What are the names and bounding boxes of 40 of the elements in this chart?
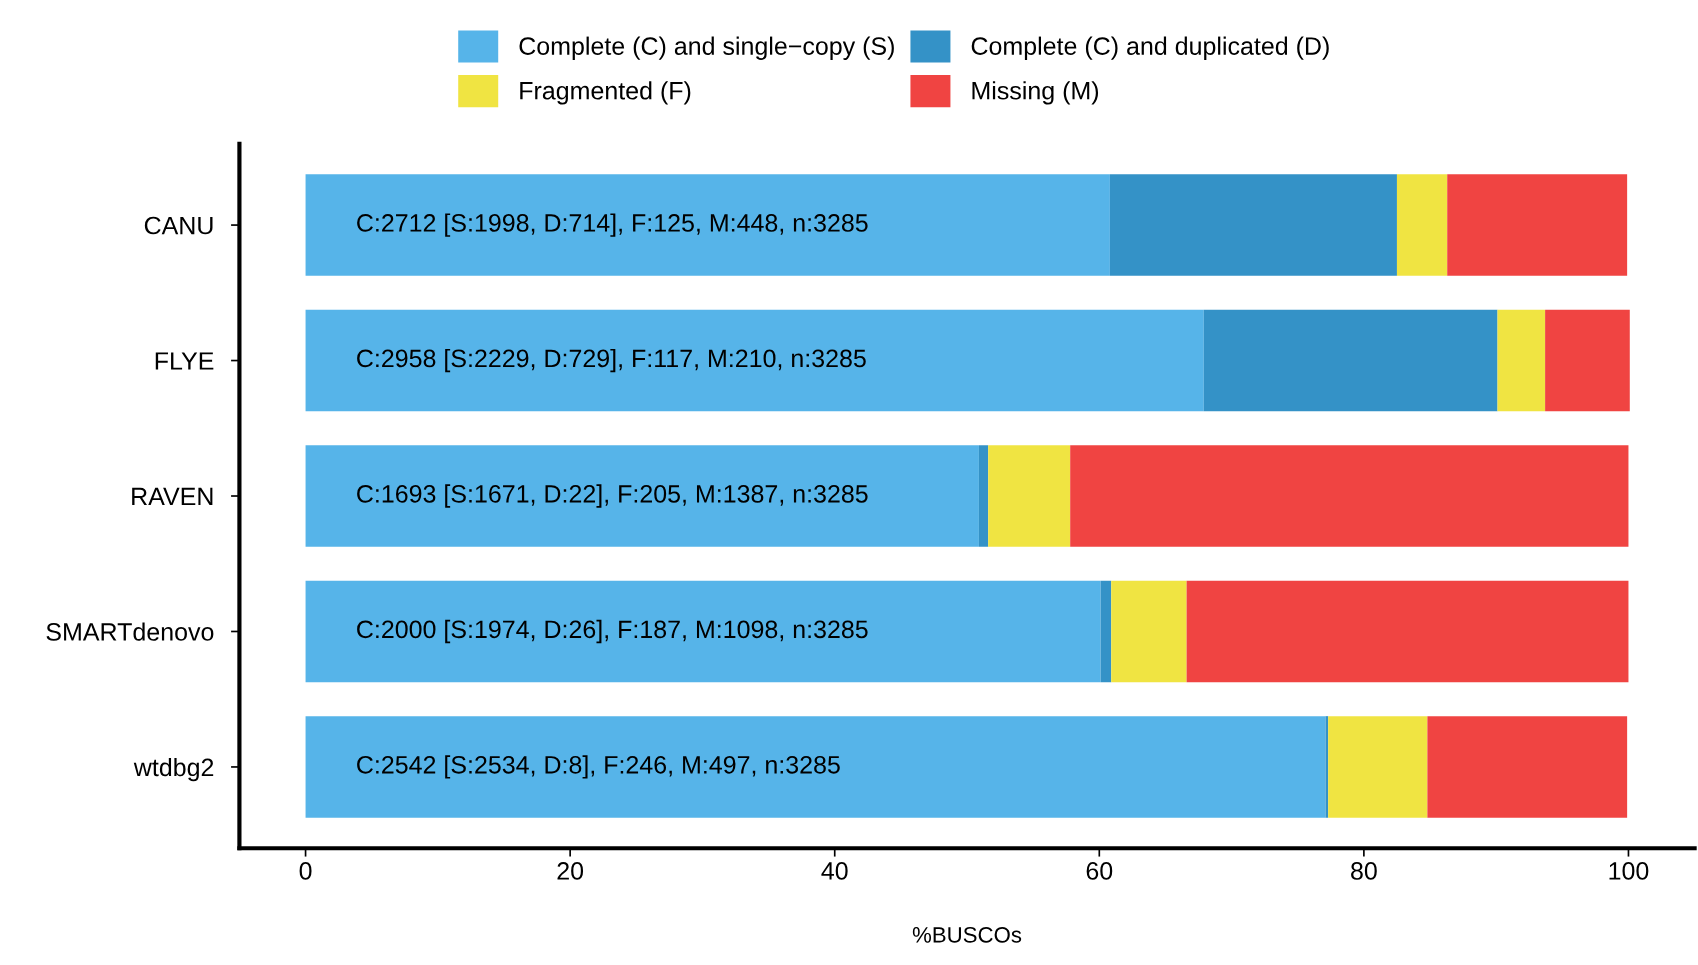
bar [1396, 174, 1448, 276]
x-tick-label: 20 [557, 862, 584, 880]
bar [1100, 580, 1112, 683]
legend-label: Complete (C) and single−copy (S) [519, 36, 894, 60]
bar [305, 309, 1204, 412]
legend-label: Missing (M) [972, 81, 1099, 105]
bar [1328, 716, 1428, 818]
x-tick-label: 100 [1609, 862, 1649, 880]
legend-label: Fragmented (F) [520, 81, 691, 105]
bar [1203, 309, 1498, 412]
legend-label: Complete (C) and duplicated (D) [971, 36, 1329, 60]
x-tick-label: 80 [1351, 862, 1377, 880]
bar [1070, 445, 1629, 547]
bar [305, 716, 1326, 818]
bar [1447, 174, 1628, 276]
y-tick-label: CANU [144, 216, 213, 235]
y-tick-label: wtdbg2 [133, 757, 214, 782]
bar [1186, 580, 1629, 683]
bar [1111, 580, 1187, 683]
y-tick-label: FLYE [155, 352, 214, 370]
bar [1545, 309, 1630, 412]
annotation: C:2000 [S:1974, D:26], F:187, M:1098, n:3285 [357, 619, 868, 644]
bar [978, 445, 989, 547]
annotation: C:2958 [S:2229, D:729], F:117, M:210, n:3285 [357, 348, 866, 373]
x-tick-label: 40 [821, 862, 848, 880]
bar [1109, 174, 1397, 276]
x-tick-label: 0 [299, 862, 312, 880]
annotation: C:2712 [S:1998, D:714], F:125, M:448, n:3285 [357, 213, 868, 237]
x-tick-label: 60 [1086, 862, 1113, 880]
x-axis-title: %BUSCOs [912, 926, 1022, 943]
bar [1427, 716, 1628, 818]
annotation: C:2542 [S:2534, D:8], F:246, M:497, n:3285 [357, 755, 840, 779]
annotation: C:1693 [S:1671, D:22], F:205, M:1387, n:3285 [357, 484, 868, 508]
bar [988, 445, 1071, 547]
y-tick-label: RAVEN [132, 487, 213, 506]
bar [305, 445, 979, 547]
bar [305, 580, 1101, 683]
bar [1497, 309, 1546, 412]
bar [305, 174, 1110, 276]
y-tick-label: SMARTdenovo [46, 622, 214, 641]
